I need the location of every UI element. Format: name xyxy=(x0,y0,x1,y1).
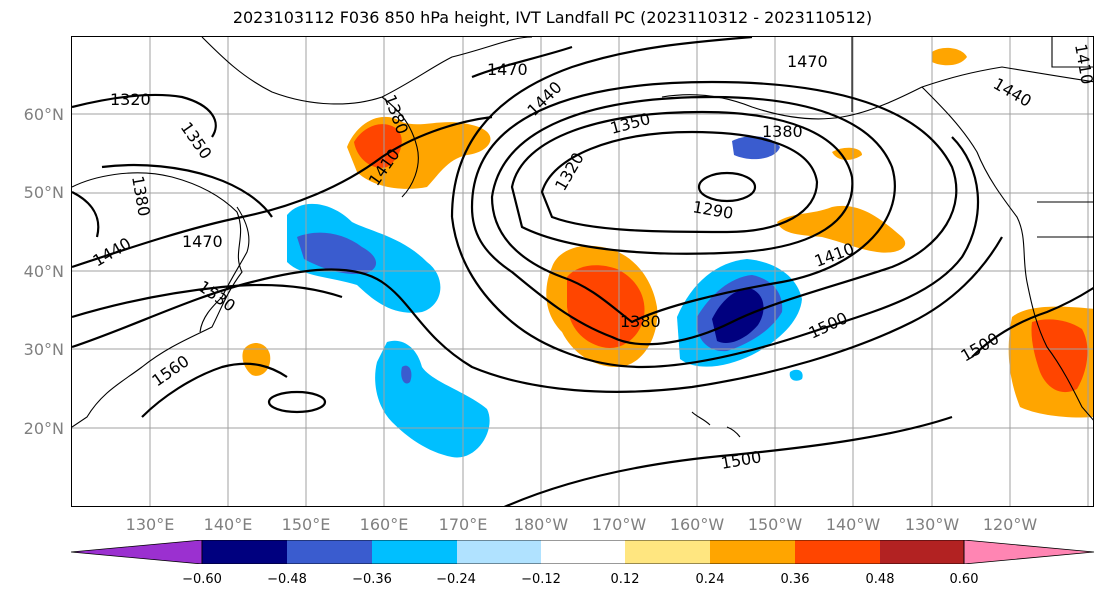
contour-1380-west xyxy=(72,163,273,238)
colorbar-bin xyxy=(710,540,795,564)
lon-label-180w: 180°W xyxy=(513,515,569,534)
colorbar-tick: −0.60 xyxy=(182,572,222,587)
colorbar-tick: −0.24 xyxy=(436,572,476,587)
contour-label: 1380 xyxy=(620,312,661,331)
lat-label-60n: 60°N xyxy=(23,105,64,124)
lat-label-40n: 40°N xyxy=(23,262,64,281)
contour-1320-west xyxy=(72,93,217,138)
contour-label: 1470 xyxy=(487,60,528,79)
colorbar-bin xyxy=(287,540,372,564)
contour-label: 1500 xyxy=(806,308,851,342)
lon-label-140e: 140°E xyxy=(203,515,253,534)
contour-label: 1470 xyxy=(182,232,223,251)
contour-1500 xyxy=(72,236,1003,506)
lat-label-30n: 30°N xyxy=(23,340,64,359)
contour-1440 xyxy=(450,37,980,369)
colorbar-extend-low xyxy=(71,540,203,564)
ivt-negative-region xyxy=(297,232,377,275)
colorbar-tick: −0.12 xyxy=(521,572,561,587)
ivt-negative-region xyxy=(732,136,780,160)
colorbar-tick: 0.36 xyxy=(780,572,810,587)
map-title: 2023103112 F036 850 hPa height, IVT Land… xyxy=(232,8,873,27)
lat-label-50n: 50°N xyxy=(23,183,64,202)
contour-1290 xyxy=(697,171,757,203)
contour-label: 1350 xyxy=(608,109,652,138)
map-panel: 1320 1350 1380 1380 1410 1440 1470 1440 … xyxy=(71,36,1094,507)
colorbar-bin xyxy=(625,540,710,564)
contour-1530 xyxy=(72,283,1093,358)
colorbar-tick: 0.24 xyxy=(695,572,725,587)
lat-label-20n: 20°N xyxy=(23,419,64,438)
contour-label: 1530 xyxy=(195,277,239,316)
ivt-negative-region xyxy=(375,340,490,458)
colorbar-bin xyxy=(202,540,287,564)
lon-label-160e: 160°E xyxy=(359,515,409,534)
contour-label: 1410 xyxy=(1071,42,1094,85)
ivt-negative-region xyxy=(401,365,412,384)
colorbar-tick: −0.36 xyxy=(352,572,392,587)
lon-label-120w: 120°W xyxy=(982,515,1038,534)
map-plot: 1320 1350 1380 1380 1410 1440 1470 1440 … xyxy=(72,37,1094,506)
lon-label-160w: 160°W xyxy=(669,515,725,534)
contour-label: 1500 xyxy=(958,329,1003,366)
height-contours xyxy=(72,37,1093,506)
coastlines xyxy=(72,37,1093,438)
contour-1560 xyxy=(141,362,288,418)
colorbar-bin xyxy=(795,540,880,564)
contour-label: 1350 xyxy=(177,118,216,162)
colorbar-extend-high xyxy=(963,540,1095,564)
contour-label: 1320 xyxy=(551,149,588,194)
contour-label: 1500 xyxy=(719,447,762,473)
lon-label-150w: 150°W xyxy=(747,515,803,534)
contour-label: 1440 xyxy=(90,234,135,271)
colorbar-tick: 0.60 xyxy=(949,572,979,587)
ivt-positive-region xyxy=(242,343,271,376)
contour-label: 1440 xyxy=(990,74,1035,111)
contour-label: 1380 xyxy=(762,122,803,141)
graticule xyxy=(72,37,1093,506)
ivt-positive-region xyxy=(1031,319,1088,393)
ivt-positive-region xyxy=(777,205,906,253)
lon-label-170w: 170°W xyxy=(591,515,647,534)
ivt-positive-region xyxy=(567,265,645,348)
contour-1350 xyxy=(510,110,854,255)
ivt-negative-region xyxy=(789,369,803,381)
contour-label: 1470 xyxy=(787,52,828,71)
colorbar-tick: −0.48 xyxy=(267,572,307,587)
contour-1320 xyxy=(540,130,819,234)
ivt-negative-region xyxy=(712,288,764,344)
ivt-positive-region xyxy=(354,124,402,168)
contour-1470 xyxy=(72,45,573,269)
contour-1410 xyxy=(470,80,958,346)
contour-label: 1320 xyxy=(110,90,151,109)
colorbar xyxy=(71,540,1095,564)
lon-label-130e: 130°E xyxy=(125,515,175,534)
colorbar-tick: 0.12 xyxy=(610,572,640,587)
colorbar-bin xyxy=(457,540,541,564)
ivt-shading xyxy=(242,47,1093,458)
colorbar-tick: 0.48 xyxy=(865,572,895,587)
colorbar-bin xyxy=(880,540,964,564)
lon-label-150e: 150°E xyxy=(281,515,331,534)
contour-1380 xyxy=(490,95,896,324)
ivt-positive-region xyxy=(932,47,967,66)
colorbar-bin xyxy=(541,540,625,564)
contour-label: 1440 xyxy=(523,78,565,120)
contour-high xyxy=(267,390,327,414)
colorbar-bin xyxy=(372,540,457,564)
lon-label-170e: 170°E xyxy=(438,515,488,534)
lon-label-140w: 140°W xyxy=(825,515,881,534)
lon-label-130w: 130°W xyxy=(904,515,960,534)
